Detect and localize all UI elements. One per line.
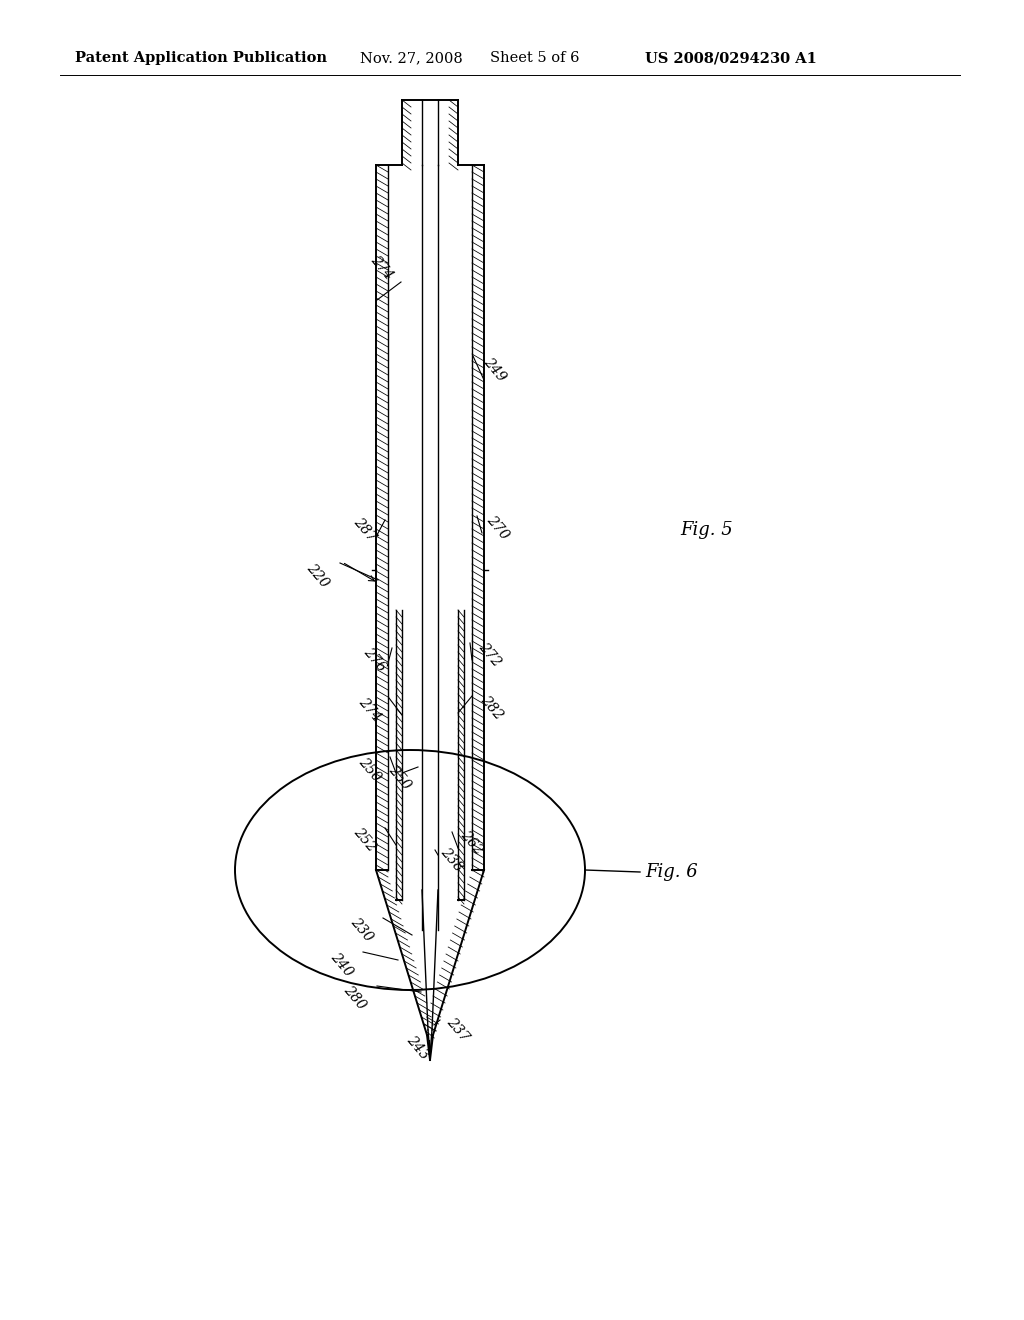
Text: Fig. 5: Fig. 5 (680, 521, 733, 539)
Text: 280: 280 (341, 983, 369, 1012)
Text: 262: 262 (458, 829, 486, 858)
Text: 274: 274 (356, 696, 384, 725)
Text: 250: 250 (386, 763, 414, 793)
Text: 238: 238 (438, 845, 466, 875)
Text: 272: 272 (476, 640, 504, 669)
Text: 287: 287 (351, 515, 379, 545)
Text: Patent Application Publication: Patent Application Publication (75, 51, 327, 65)
Text: 230: 230 (348, 915, 376, 945)
Text: Sheet 5 of 6: Sheet 5 of 6 (490, 51, 580, 65)
Text: 274: 274 (368, 253, 396, 282)
Text: 270: 270 (484, 513, 512, 543)
Text: 243: 243 (404, 1034, 432, 1063)
Text: 250: 250 (356, 755, 384, 784)
Text: 282: 282 (478, 693, 506, 722)
Text: 252: 252 (351, 825, 379, 854)
Text: 237: 237 (444, 1015, 472, 1044)
Text: Nov. 27, 2008: Nov. 27, 2008 (360, 51, 463, 65)
Text: Fig. 6: Fig. 6 (645, 863, 697, 880)
Text: 240: 240 (328, 950, 356, 979)
Text: US 2008/0294230 A1: US 2008/0294230 A1 (645, 51, 817, 65)
Text: 249: 249 (481, 355, 509, 384)
Text: 276: 276 (361, 645, 389, 675)
Text: 220: 220 (304, 561, 332, 590)
